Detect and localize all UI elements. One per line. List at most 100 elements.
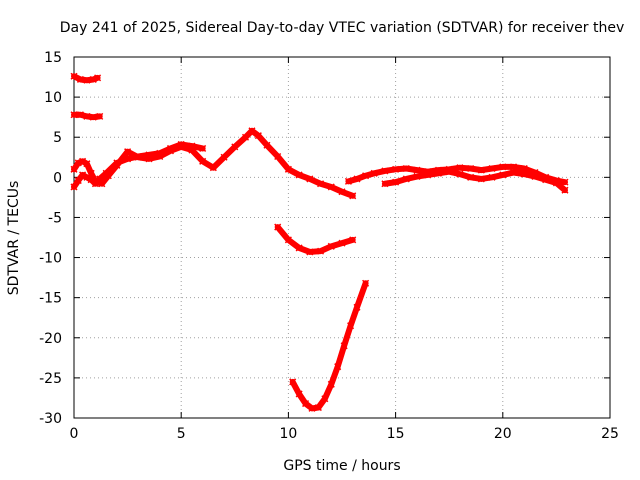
data-point: [561, 186, 569, 194]
data-point: [89, 75, 97, 83]
y-tick-label: -20: [39, 331, 62, 347]
data-point: [552, 179, 560, 187]
data-point: [199, 157, 207, 165]
series-track-6: [289, 279, 370, 412]
data-point: [70, 165, 78, 173]
data-point: [531, 173, 539, 181]
y-tick-label: 10: [44, 90, 62, 106]
data-point: [274, 223, 282, 231]
data-point: [334, 363, 342, 371]
data-point: [477, 166, 485, 174]
data-point: [520, 170, 528, 178]
data-point: [166, 144, 175, 152]
data-point: [209, 164, 217, 172]
data-point: [349, 192, 357, 200]
data-point: [488, 164, 496, 173]
data-point: [349, 236, 357, 244]
data-point: [306, 175, 314, 183]
data-point: [542, 176, 550, 184]
y-tick-label: -5: [48, 210, 62, 226]
data-point: [413, 173, 421, 181]
data-point: [156, 149, 164, 157]
series-track-8: [381, 168, 569, 194]
data-point: [327, 242, 335, 250]
data-point: [231, 143, 239, 151]
data-point: [89, 113, 97, 121]
data-point: [79, 157, 87, 165]
data-point: [434, 169, 443, 177]
data-point: [488, 173, 496, 181]
data-point: [509, 163, 518, 171]
data-point: [340, 342, 348, 350]
data-point: [308, 404, 316, 412]
data-point: [392, 178, 400, 186]
y-tick-label: -10: [39, 251, 62, 267]
data-point: [353, 303, 361, 311]
data-point: [362, 279, 370, 287]
data-point: [413, 166, 421, 174]
data-point: [241, 133, 250, 141]
data-point: [70, 72, 78, 80]
axis-ticks: [73, 56, 611, 419]
data-point: [254, 132, 262, 140]
x-tick-label: 25: [601, 426, 619, 442]
data-point: [362, 172, 370, 180]
data-point: [83, 112, 91, 120]
data-point: [370, 169, 378, 177]
series-track-2: [70, 111, 104, 121]
x-tick-label: 5: [177, 426, 186, 442]
data-point: [124, 148, 132, 156]
data-point: [94, 74, 102, 82]
data-point: [74, 159, 82, 167]
data-point: [477, 175, 485, 183]
data-point: [321, 395, 329, 403]
series-track-1: [70, 72, 102, 84]
data-point: [124, 155, 132, 163]
chart-title: Day 241 of 2025, Sidereal Day-to-day VTE…: [60, 20, 624, 36]
data-point: [467, 164, 475, 173]
data-point: [274, 152, 282, 161]
data-point: [392, 165, 400, 173]
data-point: [314, 404, 322, 412]
series-track-4: [70, 140, 207, 191]
data-point: [338, 188, 346, 196]
data-point: [344, 177, 352, 185]
data-point: [509, 168, 518, 177]
data-point: [113, 159, 121, 167]
data-point: [76, 111, 84, 119]
data-point: [499, 171, 507, 179]
data-point: [317, 180, 325, 188]
series-trace: [345, 163, 568, 186]
data-point: [76, 75, 84, 83]
series-trace: [289, 280, 369, 412]
data-point: [381, 167, 389, 175]
data-point: [347, 322, 355, 330]
data-point: [83, 173, 91, 181]
data-point: [220, 153, 228, 161]
data-point: [145, 151, 153, 159]
data-point: [520, 164, 528, 173]
grid: [74, 57, 610, 418]
data-point: [456, 164, 464, 172]
y-tick-label: 0: [53, 170, 62, 186]
data-point: [338, 239, 346, 247]
data-point: [295, 171, 303, 179]
data-point: [102, 169, 110, 177]
data-point: [561, 178, 569, 186]
data-point: [327, 183, 335, 191]
data-point: [306, 248, 314, 256]
data-point: [353, 175, 361, 183]
data-point: [467, 173, 475, 181]
y-tick-label: 5: [53, 130, 62, 146]
x-tick-label: 20: [494, 426, 512, 442]
data-point: [83, 76, 91, 84]
data-point: [456, 170, 464, 178]
y-axis-label: SDTVAR / TECUs: [6, 181, 22, 296]
data-point: [284, 165, 292, 173]
data-point: [284, 236, 292, 244]
data-point: [317, 247, 325, 255]
x-axis-label: GPS time / hours: [283, 458, 400, 474]
data-point: [445, 168, 453, 176]
x-tick-label: 10: [279, 426, 297, 442]
